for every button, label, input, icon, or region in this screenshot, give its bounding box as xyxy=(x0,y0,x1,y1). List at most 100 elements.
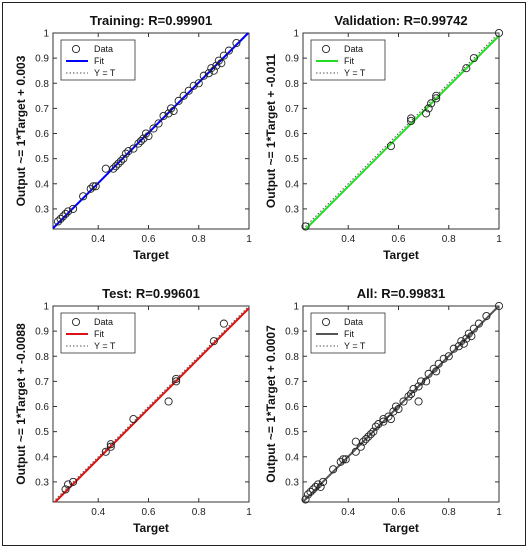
data-point xyxy=(141,129,151,138)
data-point xyxy=(164,397,173,406)
legend-entry: Fit xyxy=(344,56,354,66)
y-tick-label: 0.5 xyxy=(285,154,299,165)
data-point xyxy=(432,367,441,376)
data-point xyxy=(309,485,318,494)
data-point xyxy=(119,154,128,163)
data-point xyxy=(167,104,176,113)
data-point xyxy=(159,111,168,120)
data-point xyxy=(91,182,100,191)
data-point xyxy=(427,99,436,108)
data-point xyxy=(414,382,423,391)
data-point xyxy=(339,455,348,464)
data-point xyxy=(61,209,70,218)
data-point xyxy=(207,64,216,73)
data-point xyxy=(136,137,145,146)
x-tick-label: 0.4 xyxy=(341,507,355,518)
legend-entry: Y = T xyxy=(344,68,366,78)
legend-data-marker xyxy=(71,44,81,54)
data-point xyxy=(454,342,463,351)
x-axis-label: Target xyxy=(383,521,419,535)
data-point xyxy=(391,402,401,411)
legend-entry: Fit xyxy=(94,56,104,66)
y-tick-label: 0.4 xyxy=(35,452,49,463)
y-tick-label: 0.5 xyxy=(35,154,49,165)
data-point xyxy=(414,397,423,406)
data-point xyxy=(351,447,360,456)
legend-entry: Y = T xyxy=(94,341,116,351)
y-tick-label: 0.9 xyxy=(35,327,49,338)
data-point xyxy=(59,212,68,221)
data-point xyxy=(139,134,148,143)
data-point xyxy=(301,222,310,231)
data-point xyxy=(303,490,313,499)
data-point xyxy=(467,332,476,341)
data-point xyxy=(366,430,375,439)
panel-validation: Validation: R=0.99742 0.4 0.6 0.8 1 0.3 0.4 0.5… xyxy=(264,13,504,262)
data-point xyxy=(464,329,473,338)
data-point xyxy=(311,482,320,491)
legend-entry: Y = T xyxy=(94,68,116,78)
data-point xyxy=(69,477,78,486)
data-point xyxy=(56,214,65,223)
data-point xyxy=(144,131,153,141)
data-point xyxy=(434,359,443,368)
data-point xyxy=(172,377,181,386)
data-point xyxy=(364,432,373,441)
y-tick-label: 0.8 xyxy=(285,79,299,90)
y-tick-label: 0.6 xyxy=(285,402,299,413)
y-tick-label: 0.7 xyxy=(35,104,49,115)
x-tick-label: 0.8 xyxy=(192,507,206,518)
y-tick-label: 0.5 xyxy=(285,427,299,438)
data-point xyxy=(399,397,408,406)
x-axis-label: Target xyxy=(133,248,169,262)
data-point xyxy=(209,66,218,75)
data-point xyxy=(494,301,504,311)
x-tick-label: 0.6 xyxy=(142,507,156,518)
data-point xyxy=(462,334,471,343)
data-point xyxy=(422,109,431,118)
data-point xyxy=(179,91,188,100)
legend-entry: Fit xyxy=(344,329,354,339)
y-tick-label: 0.8 xyxy=(285,352,299,363)
y-tick-label: 0.7 xyxy=(285,104,299,115)
y-tick-label: 1 xyxy=(43,302,49,313)
y-tick-label: 0.6 xyxy=(35,402,49,413)
data-point xyxy=(224,46,233,55)
x-tick-label: 0.4 xyxy=(91,234,105,245)
panel-title: Test: R=0.99601 xyxy=(102,286,200,301)
data-point xyxy=(149,124,158,133)
legend-entry: Data xyxy=(344,44,363,54)
data-point xyxy=(316,482,325,491)
data-point xyxy=(109,164,118,173)
data-point xyxy=(204,69,213,78)
y-tick-label: 0.9 xyxy=(285,327,299,338)
x-tick-label: 1 xyxy=(496,234,502,245)
data-point xyxy=(53,217,63,226)
data-point xyxy=(379,417,388,426)
data-point xyxy=(172,374,181,383)
y-tick-label: 0.9 xyxy=(285,54,299,65)
data-point xyxy=(407,116,416,125)
data-point xyxy=(121,149,130,158)
data-point xyxy=(306,487,315,496)
data-point xyxy=(124,147,133,156)
data-point xyxy=(422,377,431,386)
y-tick-label: 1 xyxy=(293,302,299,313)
data-point xyxy=(356,442,365,451)
panel-title: All: R=0.99831 xyxy=(357,286,446,301)
data-point xyxy=(329,465,338,474)
legend-entry: Y = T xyxy=(344,341,366,351)
data-point xyxy=(64,207,73,216)
identity-line xyxy=(52,305,250,503)
data-point xyxy=(424,369,433,378)
data-point xyxy=(407,114,416,123)
data-point xyxy=(449,344,458,353)
y-tick-label: 0.6 xyxy=(35,129,49,140)
legend-entry: Data xyxy=(94,44,113,54)
panel-training: Training: R=0.99901 0.4 0.6 0.8 1 0.3 0.4 0.5 0.… xyxy=(14,13,252,262)
panel-test: Test: R=0.99601 0.4 0.6 0.8 1 0.3 0.4 0.5 0.6 0.7… xyxy=(14,286,252,535)
x-tick-label: 0.6 xyxy=(142,234,156,245)
data-point xyxy=(336,457,345,466)
panel-all: All: R=0.99831 0.4 0.6 0.8 1 0.3 0.4 0.5 0.6 0.7 0… xyxy=(264,286,504,535)
data-point xyxy=(64,480,73,489)
